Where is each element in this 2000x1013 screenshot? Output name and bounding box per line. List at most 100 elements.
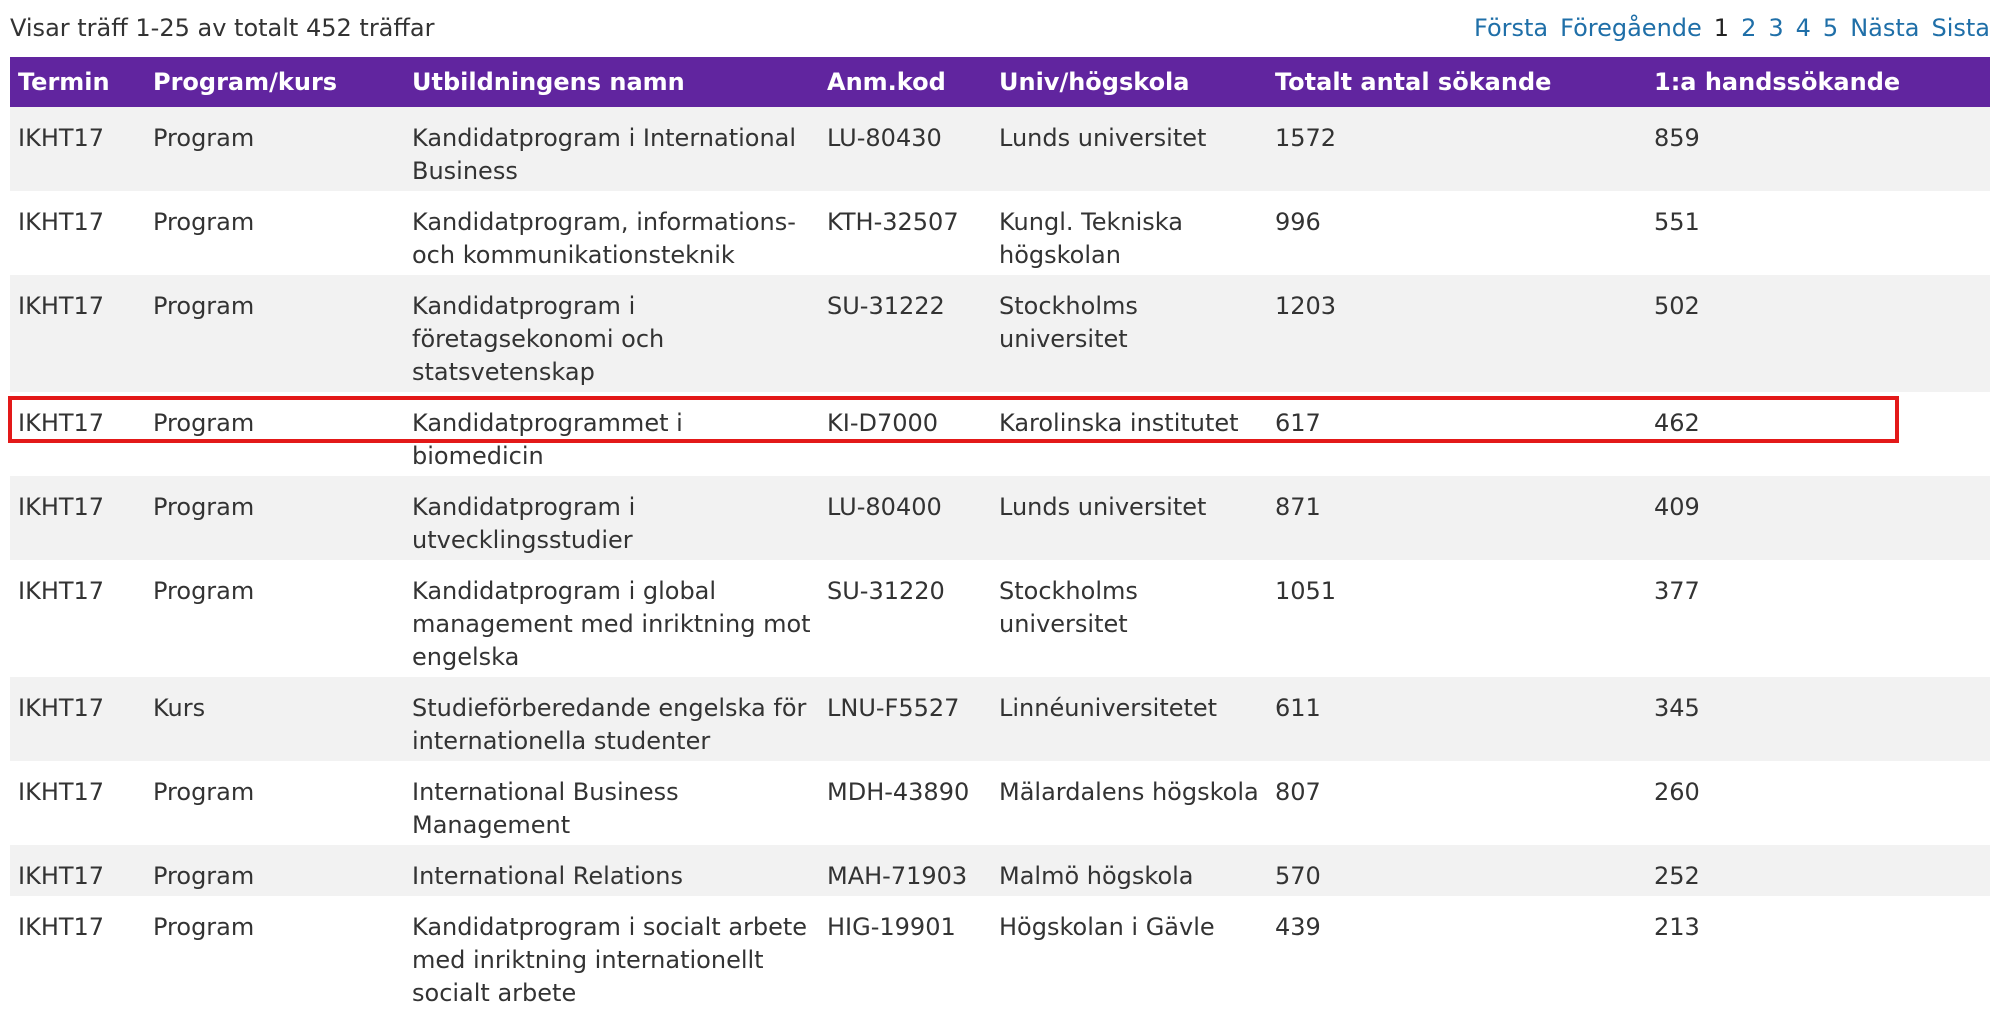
cell-program-kurs: Kurs xyxy=(145,677,404,761)
pagination-current-page: 1 xyxy=(1713,14,1730,42)
cell-totalt-antal-sokande: 1051 xyxy=(1267,560,1646,677)
cell-totalt-antal-sokande: 1572 xyxy=(1267,107,1646,191)
column-header-utbildningens-namn[interactable]: Utbildningens namn xyxy=(404,57,819,107)
cell-anm-kod: MDH-43890 xyxy=(819,761,991,845)
column-header-program-kurs[interactable]: Program/kurs xyxy=(145,57,404,107)
cell-totalt-antal-sokande: 871 xyxy=(1267,476,1646,560)
cell-utbildningens-namn: Kandidatprogram i företagsekonomi och st… xyxy=(404,275,819,392)
cell-univ-hogskola: Karolinska institutet xyxy=(991,392,1267,476)
cell-totalt-antal-sokande: 996 xyxy=(1267,191,1646,275)
cell-program-kurs: Program xyxy=(145,476,404,560)
cell-utbildningens-namn: Kandidatprogram i International Business xyxy=(404,107,819,191)
cell-anm-kod: MAH-71903 xyxy=(819,845,991,896)
results-summary: Visar träff 1-25 av totalt 452 träffar xyxy=(10,14,435,42)
cell-termin: IKHT17 xyxy=(10,275,145,392)
table-header-row: Termin Program/kurs Utbildningens namn A… xyxy=(10,57,1990,107)
cell-program-kurs: Program xyxy=(145,275,404,392)
cell-forsta-handssokande: 260 xyxy=(1646,761,1990,845)
cell-forsta-handssokande: 502 xyxy=(1646,275,1990,392)
results-table: Termin Program/kurs Utbildningens namn A… xyxy=(10,57,1990,1013)
cell-termin: IKHT17 xyxy=(10,476,145,560)
cell-program-kurs: Program xyxy=(145,107,404,191)
table-row: IKHT17 Program Kandidatprogram i utveckl… xyxy=(10,476,1990,560)
column-header-univ-hogskola[interactable]: Univ/högskola xyxy=(991,57,1267,107)
table-row: IKHT17 Program Kandidatprogram i socialt… xyxy=(10,896,1990,1013)
cell-program-kurs: Program xyxy=(145,560,404,677)
pagination-first-link[interactable]: Första xyxy=(1474,14,1549,42)
cell-univ-hogskola: Stockholms universitet xyxy=(991,275,1267,392)
pagination-last-link[interactable]: Sista xyxy=(1931,14,1990,42)
cell-anm-kod: SU-31220 xyxy=(819,560,991,677)
cell-termin: IKHT17 xyxy=(10,677,145,761)
cell-utbildningens-namn: Kandidatprogram, informations- och kommu… xyxy=(404,191,819,275)
cell-termin: IKHT17 xyxy=(10,191,145,275)
table-row: IKHT17 Program Kandidatprogram i Interna… xyxy=(10,107,1990,191)
pagination-next-link[interactable]: Nästa xyxy=(1850,14,1920,42)
cell-anm-kod: LNU-F5527 xyxy=(819,677,991,761)
cell-utbildningens-namn: International Relations xyxy=(404,845,819,896)
pagination-previous-link[interactable]: Föregående xyxy=(1560,14,1702,42)
pagination: Första Föregående 1 2 3 4 5 Nästa Sista xyxy=(1474,14,1990,42)
cell-anm-kod: HIG-19901 xyxy=(819,896,991,1013)
cell-forsta-handssokande: 213 xyxy=(1646,896,1990,1013)
cell-utbildningens-namn: International Business Management xyxy=(404,761,819,845)
cell-program-kurs: Program xyxy=(145,191,404,275)
results-toolbar: Visar träff 1-25 av totalt 452 träffar F… xyxy=(10,6,1990,50)
table-row: IKHT17 Program Kandidatprogram i global … xyxy=(10,560,1990,677)
pagination-page-5[interactable]: 5 xyxy=(1822,14,1839,42)
column-header-totalt-antal-sokande[interactable]: Totalt antal sökande xyxy=(1267,57,1646,107)
table-row: IKHT17 Program Kandidatprogram, informat… xyxy=(10,191,1990,275)
cell-forsta-handssokande: 252 xyxy=(1646,845,1990,896)
cell-termin: IKHT17 xyxy=(10,845,145,896)
cell-utbildningens-namn: Kandidatprogrammet i biomedicin xyxy=(404,392,819,476)
cell-forsta-handssokande: 377 xyxy=(1646,560,1990,677)
cell-forsta-handssokande: 345 xyxy=(1646,677,1990,761)
cell-program-kurs: Program xyxy=(145,392,404,476)
pagination-page-2[interactable]: 2 xyxy=(1741,14,1757,42)
cell-anm-kod: SU-31222 xyxy=(819,275,991,392)
table-row: IKHT17 Kurs Studieförberedande engelska … xyxy=(10,677,1990,761)
cell-univ-hogskola: Lunds universitet xyxy=(991,476,1267,560)
cell-univ-hogskola: Högskolan i Gävle xyxy=(991,896,1267,1013)
table-row-highlighted: IKHT17 Program Kandidatprogrammet i biom… xyxy=(10,392,1990,476)
cell-termin: IKHT17 xyxy=(10,392,145,476)
cell-utbildningens-namn: Kandidatprogram i global management med … xyxy=(404,560,819,677)
cell-anm-kod: KTH-32507 xyxy=(819,191,991,275)
cell-univ-hogskola: Lunds universitet xyxy=(991,107,1267,191)
cell-forsta-handssokande: 409 xyxy=(1646,476,1990,560)
cell-forsta-handssokande: 551 xyxy=(1646,191,1990,275)
cell-totalt-antal-sokande: 570 xyxy=(1267,845,1646,896)
cell-anm-kod: KI-D7000 xyxy=(819,392,991,476)
cell-anm-kod: LU-80400 xyxy=(819,476,991,560)
column-header-anm-kod[interactable]: Anm.kod xyxy=(819,57,991,107)
cell-program-kurs: Program xyxy=(145,845,404,896)
cell-univ-hogskola: Mälardalens högskola xyxy=(991,761,1267,845)
table-row: IKHT17 Program International Business Ma… xyxy=(10,761,1990,845)
cell-program-kurs: Program xyxy=(145,761,404,845)
table-row: IKHT17 Program International Relations M… xyxy=(10,845,1990,896)
table-row: IKHT17 Program Kandidatprogram i företag… xyxy=(10,275,1990,392)
search-results-page: Visar träff 1-25 av totalt 452 träffar F… xyxy=(8,6,1990,1007)
cell-utbildningens-namn: Kandidatprogram i utvecklingsstudier xyxy=(404,476,819,560)
cell-utbildningens-namn: Kandidatprogram i socialt arbete med inr… xyxy=(404,896,819,1013)
cell-termin: IKHT17 xyxy=(10,107,145,191)
cell-forsta-handssokande: 859 xyxy=(1646,107,1990,191)
cell-termin: IKHT17 xyxy=(10,560,145,677)
cell-totalt-antal-sokande: 439 xyxy=(1267,896,1646,1013)
cell-termin: IKHT17 xyxy=(10,896,145,1013)
column-header-forsta-handssokande[interactable]: 1:a handssökande xyxy=(1646,57,1990,107)
pagination-page-4[interactable]: 4 xyxy=(1795,14,1811,42)
cell-univ-hogskola: Kungl. Tekniska högskolan xyxy=(991,191,1267,275)
column-header-termin[interactable]: Termin xyxy=(10,57,145,107)
pagination-page-3[interactable]: 3 xyxy=(1768,14,1784,42)
cell-totalt-antal-sokande: 807 xyxy=(1267,761,1646,845)
cell-anm-kod: LU-80430 xyxy=(819,107,991,191)
cell-totalt-antal-sokande: 617 xyxy=(1267,392,1646,476)
cell-totalt-antal-sokande: 1203 xyxy=(1267,275,1646,392)
cell-univ-hogskola: Linnéuniversitetet xyxy=(991,677,1267,761)
cell-totalt-antal-sokande: 611 xyxy=(1267,677,1646,761)
cell-program-kurs: Program xyxy=(145,896,404,1013)
cell-forsta-handssokande: 462 xyxy=(1646,392,1990,476)
cell-univ-hogskola: Malmö högskola xyxy=(991,845,1267,896)
cell-termin: IKHT17 xyxy=(10,761,145,845)
